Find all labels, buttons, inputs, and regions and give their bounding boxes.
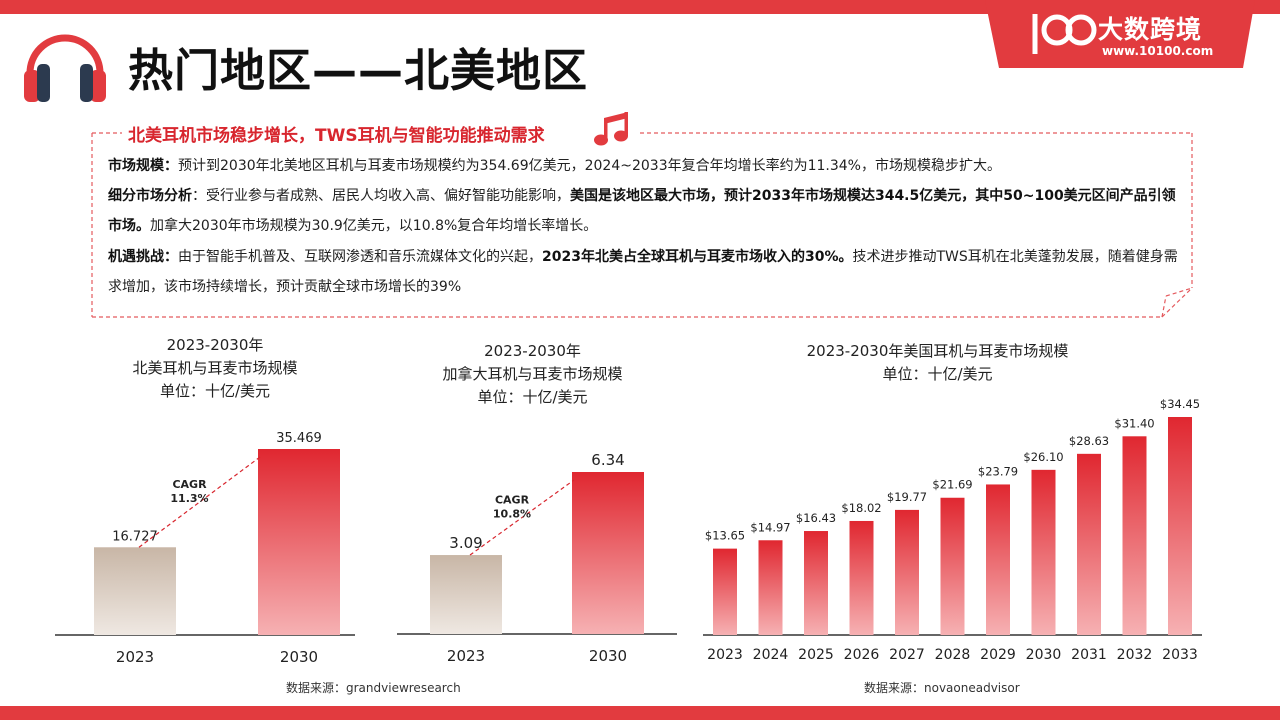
chart-title-line: 单位：十亿/美元 [159, 382, 271, 400]
bar [758, 540, 783, 635]
bar [713, 548, 737, 635]
paragraph-label: 细分市场分析 [108, 188, 192, 204]
bar-value-label: 3.09 [449, 534, 482, 552]
bar-value-label: $28.63 [1069, 434, 1109, 448]
bar [1031, 469, 1056, 635]
bar [940, 497, 965, 635]
chart-title-line: 2023-2030年 [484, 342, 581, 360]
chart-title-usa: 2023-2030年美国耳机与耳麦市场规模 单位：十亿/美元 [760, 340, 1115, 386]
text-box-frame [91, 132, 1193, 318]
bar-value-label: $16.43 [796, 511, 836, 525]
x-tick-label: 2030 [589, 647, 627, 665]
bar [986, 484, 1010, 635]
paragraph-bold-text: 美国是该地区最大市场，预计2033年市场规模达344.5亿美元，其中50~100… [108, 188, 1176, 234]
bar [1168, 417, 1192, 635]
x-tick-label: 2029 [980, 647, 1016, 663]
chart-title-line: 单位：十亿/美元 [882, 365, 993, 383]
bar-value-label: $21.69 [932, 478, 972, 492]
paragraph-opportunities: 机遇挑战：由于智能手机普及、互联网渗透和音乐流媒体文化的兴起，2023年北美占全… [108, 242, 1188, 302]
x-tick-label: 2030 [1026, 647, 1062, 663]
music-note-icon [594, 112, 628, 146]
bar-value-label: $23.79 [978, 464, 1018, 478]
source-note-right: 数据来源：novaoneadvisor [864, 681, 1020, 695]
headphones-icon [24, 34, 106, 102]
paragraph-text: 预计到2030年北美地区耳机与耳麦市场规模约为354.69亿美元，2024~20… [178, 158, 1001, 174]
bar [258, 449, 340, 635]
paragraph-label: 机遇挑战： [108, 249, 178, 265]
x-tick-label: 2026 [844, 647, 880, 663]
bar-value-label: $18.02 [841, 501, 881, 515]
section-subheading: 北美耳机市场稳步增长，TWS耳机与智能功能推动需求 [128, 126, 545, 146]
cagr-label: CAGR [172, 478, 207, 491]
x-tick-label: 2023 [116, 648, 154, 666]
bar [849, 520, 874, 635]
chart-title-line: 2023-2030年 [166, 336, 264, 354]
x-tick-label: 2033 [1162, 647, 1198, 663]
cagr-trend-line [138, 456, 261, 548]
cagr-value: 11.3% [170, 492, 208, 505]
x-tick-label: 2027 [889, 647, 925, 663]
paragraph-bold-text: 2023年北美占全球耳机与耳麦市场收入的30%。 [542, 249, 853, 265]
x-tick-label: 2023 [707, 647, 743, 663]
paragraph-text: 由于智能手机普及、互联网渗透和音乐流媒体文化的兴起， [178, 249, 542, 265]
cagr-value: 10.8% [493, 508, 531, 521]
chart-title-line: 2023-2030年美国耳机与耳麦市场规模 [806, 342, 1069, 360]
source-note-left: 数据来源：grandviewresearch [286, 681, 461, 695]
bar-value-label: $14.97 [750, 520, 790, 534]
chart-title-line: 北美耳机与耳麦市场规模 [132, 359, 298, 377]
chart-title-north-america: 2023-2030年 北美耳机与耳麦市场规模 单位：十亿/美元 [85, 334, 345, 403]
bar [804, 531, 828, 635]
x-tick-label: 2032 [1117, 647, 1153, 663]
x-tick-label: 2023 [447, 647, 485, 665]
bar-value-label: 6.34 [591, 451, 624, 469]
x-tick-label: 2028 [935, 647, 971, 663]
bar-value-label: $34.45 [1160, 397, 1200, 411]
chart-title-line: 单位：十亿/美元 [477, 388, 588, 406]
paragraph-market-size: 市场规模：预计到2030年北美地区耳机与耳麦市场规模约为354.69亿美元，20… [108, 151, 1188, 181]
cagr-label: CAGR [495, 494, 530, 507]
brand-logo-banner [985, 0, 1255, 68]
bottom-accent-bar [0, 706, 1280, 720]
paragraph-text: 加拿大2030年市场规模为30.9亿美元，以10.8%复合年均增长率增长。 [150, 218, 598, 234]
paragraph-text: 技术进步推动TWS耳机在北美蓬勃发展，随着健身需求增加，该市场持续增长，预计贡献… [108, 249, 1178, 295]
bar [1077, 453, 1101, 635]
cagr-trend-line [469, 479, 575, 556]
x-tick-label: 2025 [798, 647, 834, 663]
paragraph-label: 市场规模： [108, 158, 178, 174]
bar-value-label: $26.10 [1023, 450, 1063, 464]
bar-value-label: 16.727 [112, 529, 158, 544]
paragraph-segment-analysis: 细分市场分析：受行业参与者成熟、居民人均收入高、偏好智能功能影响，美国是该地区最… [108, 181, 1188, 241]
bar [895, 509, 919, 635]
chart-title-canada: 2023-2030年 加拿大耳机与耳麦市场规模 单位：十亿/美元 [400, 340, 665, 409]
paragraph-text: ：受行业参与者成熟、居民人均收入高、偏好智能功能影响， [192, 188, 570, 204]
x-tick-label: 2031 [1071, 647, 1107, 663]
bar [430, 555, 502, 634]
brand-logo-icon [1032, 14, 1097, 54]
bar-value-label: $19.77 [887, 490, 927, 504]
brand-name: 大数跨境 [1098, 15, 1203, 44]
bar [1122, 436, 1147, 635]
bar-value-label: 35.469 [276, 431, 322, 446]
page-title: 热门地区——北美地区 [128, 44, 589, 97]
bar [572, 472, 644, 634]
chart-title-line: 加拿大耳机与耳麦市场规模 [442, 365, 623, 383]
bar-value-label: $13.65 [705, 529, 745, 543]
brand-url: www.10100.com [1102, 44, 1214, 58]
bar-value-label: $31.40 [1114, 416, 1154, 430]
x-tick-label: 2024 [753, 647, 789, 663]
bar [94, 547, 176, 635]
x-tick-label: 2030 [280, 648, 318, 666]
top-accent-bar [0, 0, 1280, 14]
